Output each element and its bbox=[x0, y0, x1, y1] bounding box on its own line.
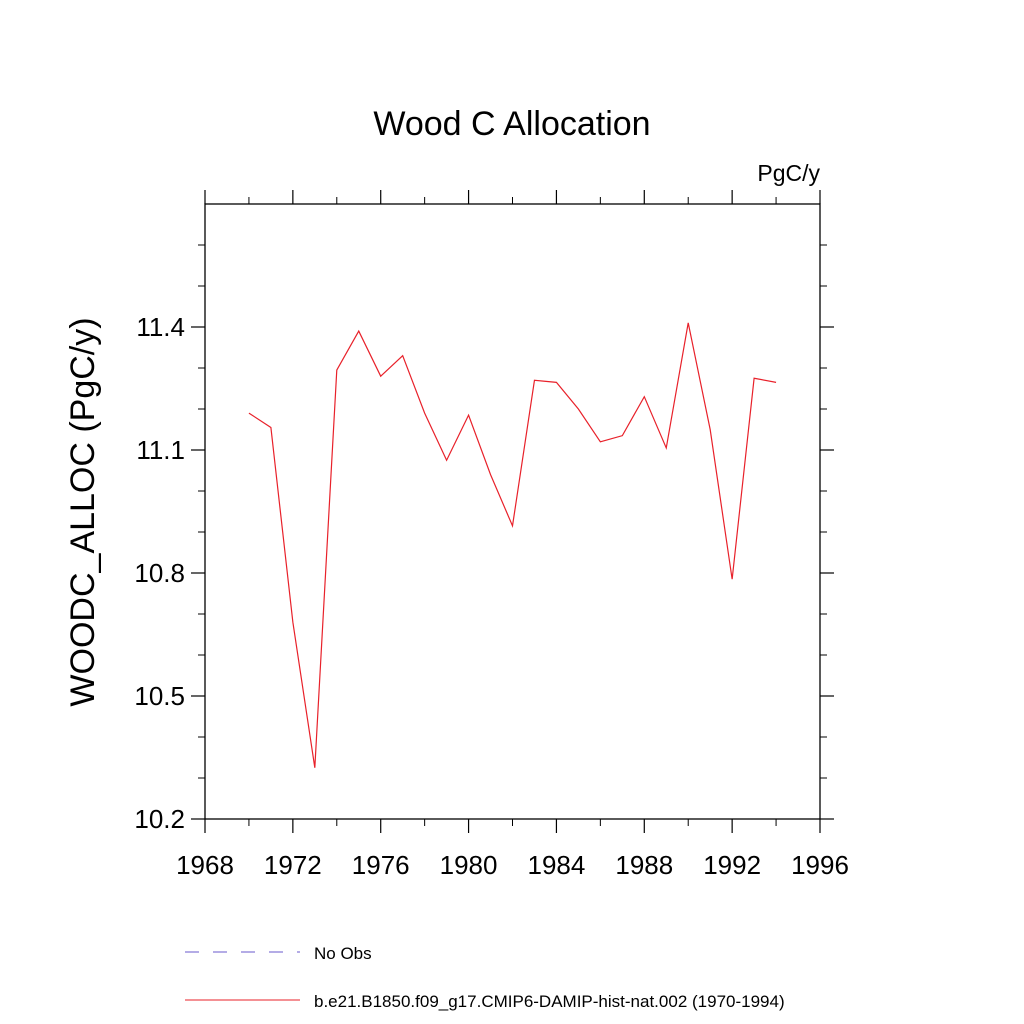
legend: No Obs b.e21.B1850.f09_g17.CMIP6-DAMIP-hi… bbox=[185, 944, 785, 1011]
legend-label: No Obs bbox=[314, 944, 372, 963]
legend-label: b.e21.B1850.f09_g17.CMIP6-DAMIP-hist-nat… bbox=[314, 992, 785, 1011]
series-line bbox=[248, 322, 777, 768]
plot-frame bbox=[204, 203, 821, 820]
x-tick-label: 1992 bbox=[703, 850, 761, 880]
x-tick-label: 1996 bbox=[791, 850, 849, 880]
y-tick-label: 10.2 bbox=[134, 804, 185, 834]
y-tick-label: 11.1 bbox=[136, 435, 185, 465]
series-layer bbox=[248, 322, 777, 768]
x-tick-label: 1968 bbox=[176, 850, 234, 880]
x-tick-label: 1972 bbox=[264, 850, 322, 880]
axis-tick-labels: 1968 1972 1976 1980 1984 1988 1992 1996 10.2 10.5… bbox=[134, 312, 849, 880]
y-tick-label: 11.4 bbox=[136, 312, 185, 342]
x-tick-label: 1988 bbox=[615, 850, 673, 880]
axis-ticks bbox=[191, 190, 834, 833]
x-tick-label: 1984 bbox=[528, 850, 586, 880]
y-tick-label: 10.8 bbox=[134, 558, 185, 588]
x-tick-label: 1976 bbox=[352, 850, 410, 880]
y-axis-label: WOODC_ALLOC (PgC/y) bbox=[64, 317, 102, 706]
x-tick-label: 1980 bbox=[440, 850, 498, 880]
units-label: PgC/y bbox=[757, 160, 820, 186]
y-tick-label: 10.5 bbox=[134, 681, 185, 711]
chart-title: Wood C Allocation bbox=[373, 105, 650, 143]
